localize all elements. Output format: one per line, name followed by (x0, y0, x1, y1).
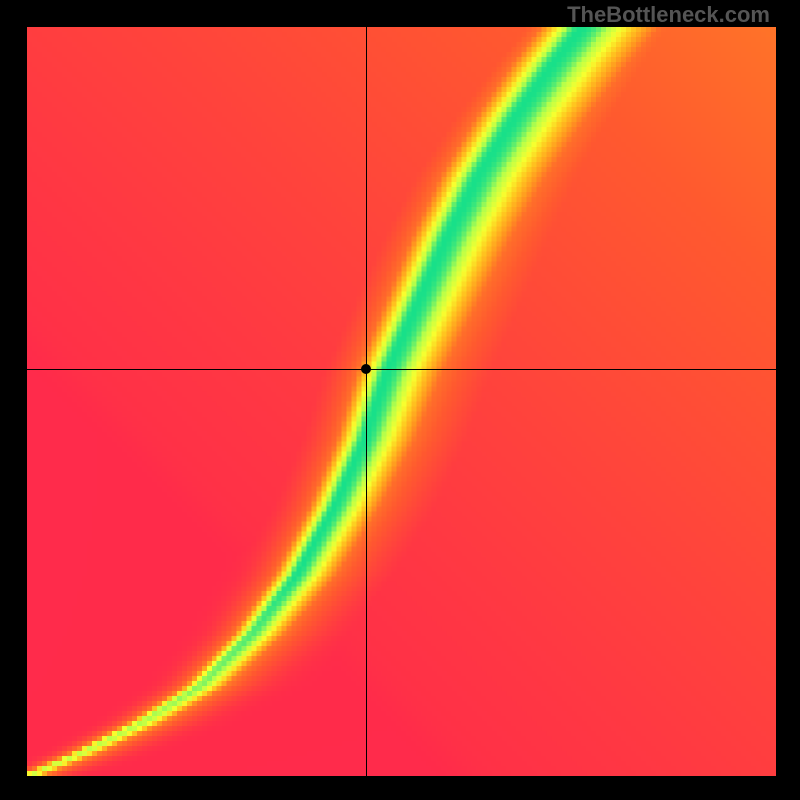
crosshair-vertical (366, 27, 367, 776)
bottleneck-heatmap (27, 27, 776, 776)
crosshair-horizontal (27, 369, 776, 370)
marker-dot (361, 364, 371, 374)
chart-container: TheBottleneck.com (0, 0, 800, 800)
watermark-text: TheBottleneck.com (567, 2, 770, 28)
